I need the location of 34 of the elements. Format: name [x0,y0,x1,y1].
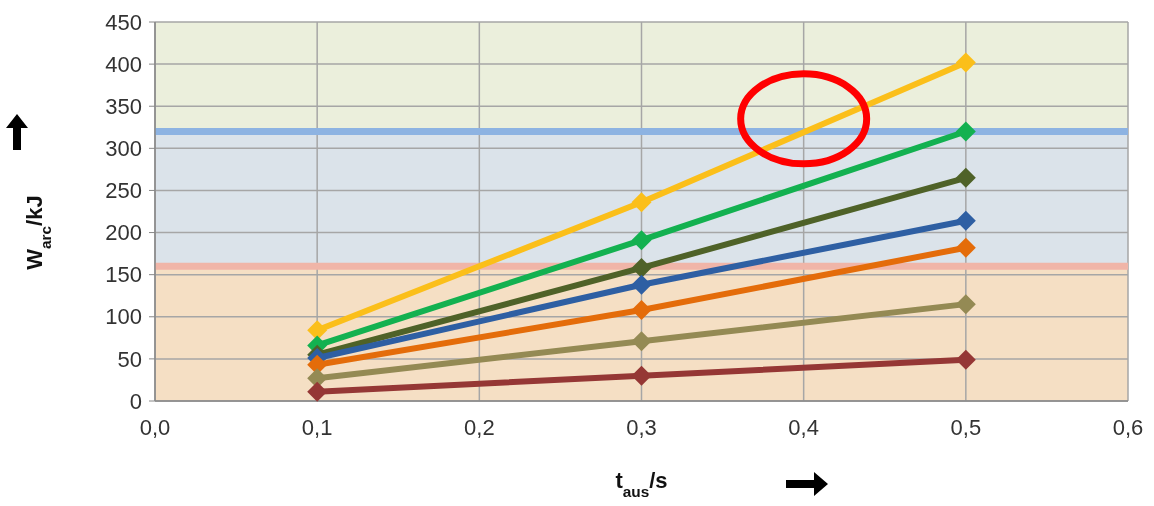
x-tick-label: 0,3 [626,415,657,440]
point [955,121,976,142]
x-axis-title: t$_{aus}$/s [615,468,668,500]
point [631,274,652,295]
x-tick-label: 0,6 [1112,415,1144,440]
y-tick-label: 0 [129,388,142,414]
point [955,294,976,315]
x-tick-label: 0,4 [788,415,819,440]
y-tick-label: 250 [105,178,142,204]
x-tick-label: 0,5 [950,415,982,440]
point [631,331,652,352]
y-tick-label: 300 [105,136,142,162]
y-tick-label: 400 [105,51,142,77]
y-tick-label: 100 [105,304,142,330]
point [307,381,328,402]
y-tick-label: 350 [105,93,142,119]
point [955,52,976,73]
point [631,365,652,386]
y-tick-label: 150 [105,262,142,288]
point [631,192,652,213]
x-tick-label: 0,2 [464,415,495,440]
point [955,237,976,258]
point [955,167,976,188]
x-tick-label: 0,0 [139,415,171,440]
x-tick-label: 0,1 [301,415,333,440]
point [955,210,976,231]
point [307,320,328,341]
point [955,349,976,370]
y-tick-label: 450 [105,9,142,35]
y-tick-label: 200 [105,220,142,246]
y-tick-label: 50 [117,346,142,372]
point [631,230,652,251]
point [631,257,652,278]
point [631,300,652,321]
